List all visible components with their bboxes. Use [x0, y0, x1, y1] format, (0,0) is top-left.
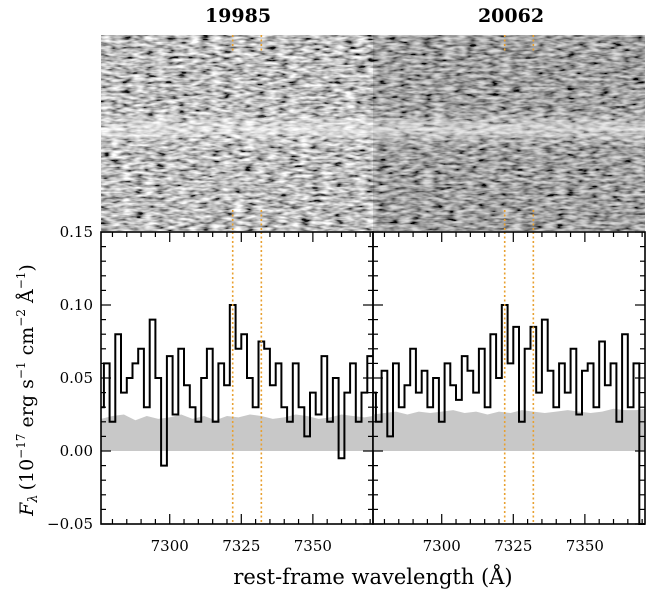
- y-tick-label: 0.05: [60, 369, 93, 387]
- x-tick-label: 7300: [151, 537, 189, 555]
- x-axis-label: rest-frame wavelength (Å): [233, 564, 512, 589]
- spectrum-panel-0: 7300 7325 7350 −0.05 0.00 0.05 0.10 0.15: [47, 35, 374, 555]
- x-tick-label: 7350: [294, 537, 332, 555]
- flux-spectrum-0: [101, 304, 373, 467]
- panel-title-right: 20062: [478, 5, 544, 27]
- y-tick-label: 0.00: [60, 442, 93, 460]
- panel-title-left: 19985: [205, 5, 271, 27]
- x-tick-label: 7300: [423, 537, 461, 555]
- x-tick-label: 7325: [222, 537, 260, 555]
- flux-spectrum-1: [373, 304, 645, 525]
- y-tick-label: 0.10: [60, 296, 93, 314]
- y-tick-label: 0.15: [60, 223, 93, 241]
- spectral-trace: [101, 112, 645, 146]
- spectrum-2d-image: [101, 35, 645, 231]
- x-tick-label: 7350: [566, 537, 604, 555]
- y-axis-label: Fλ(10−17 erg s−1 cm−2 Å−1): [14, 264, 41, 517]
- y-tick-label: −0.05: [47, 515, 93, 533]
- error-band-1: [373, 408, 645, 451]
- x-tick-label: 7325: [494, 537, 532, 555]
- spectrum-panel-1: 7300 7325 7350: [372, 35, 646, 555]
